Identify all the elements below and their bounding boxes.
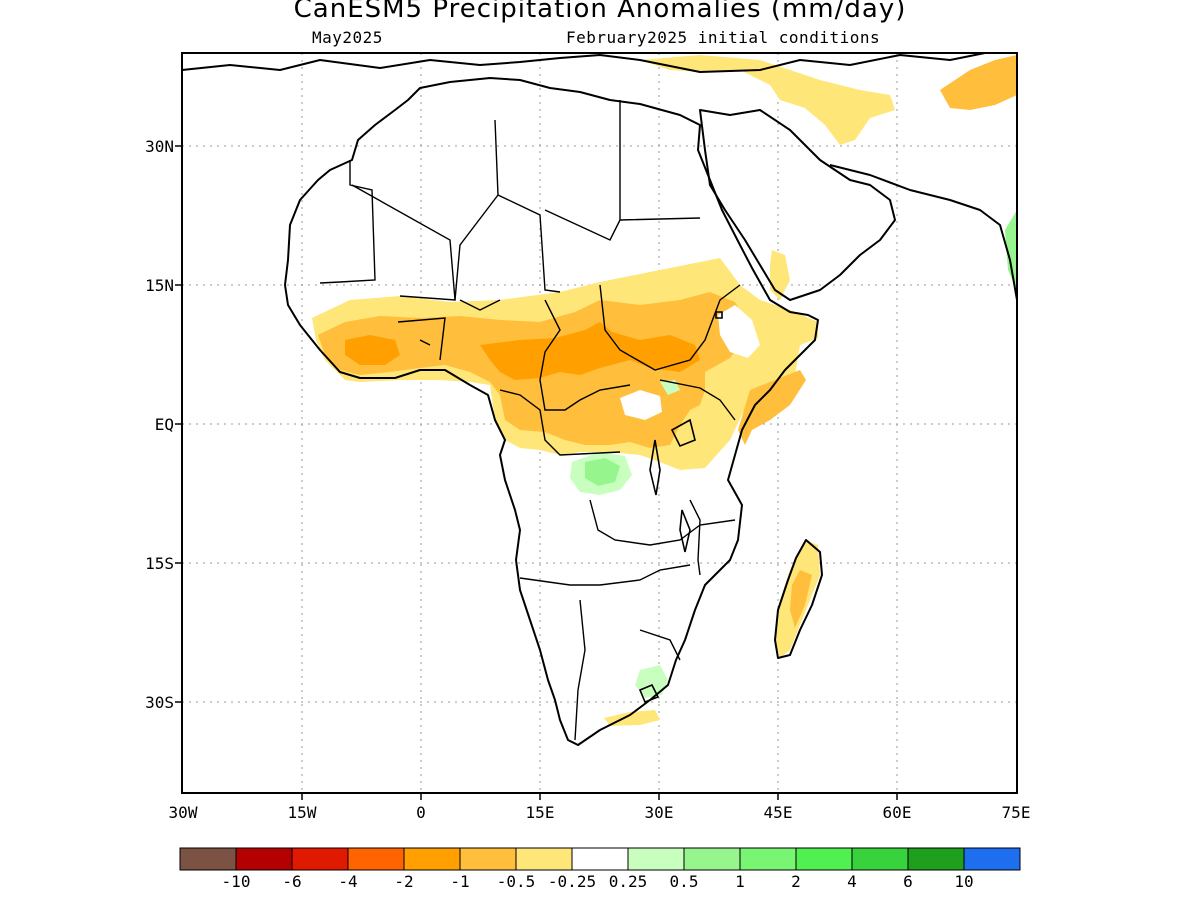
colorbar: [179, 847, 1021, 871]
lon-label-0: 0: [416, 803, 426, 822]
colorbar-label: -6: [282, 872, 302, 891]
lat-label-eq: EQ: [154, 415, 174, 434]
colorbar-swatch: [907, 847, 965, 871]
colorbar-label: -4: [338, 872, 358, 891]
colorbar-label: -1: [450, 872, 470, 891]
colorbar-label: -0.5: [496, 872, 536, 891]
colorbar-swatch: [627, 847, 685, 871]
anomaly-middle-east: [640, 55, 895, 145]
anomaly-madagascar-orange: [790, 570, 812, 628]
lat-label-30n: 30N: [145, 137, 174, 156]
lon-label-30w: 30W: [168, 803, 198, 822]
colorbar-swatch: [347, 847, 405, 871]
colorbar-swatch: [963, 847, 1021, 871]
colorbar-label: -0.25: [547, 872, 597, 891]
anomaly-ethiopia-neutral: [718, 305, 760, 358]
colorbar-swatch: [179, 847, 237, 871]
map-frame: [181, 52, 1018, 794]
colorbar-label: 0.25: [608, 872, 648, 891]
borders: [319, 100, 741, 741]
colorbar-label: 4: [847, 872, 857, 891]
anomaly-lesotho-green: [635, 665, 668, 698]
lon-label-45e: 45E: [763, 803, 793, 822]
lakes: [638, 311, 723, 704]
lat-label-30s: 30S: [145, 693, 174, 712]
colorbar-label: 1: [735, 872, 745, 891]
lon-label-75e: 75E: [1001, 803, 1031, 822]
mediterranean-north: [182, 53, 991, 73]
colorbar-label: 10: [954, 872, 974, 891]
anomaly-lakes-neutral: [620, 390, 662, 420]
colorbar-swatch: [739, 847, 797, 871]
forecast-month: May2025: [312, 28, 383, 47]
coastlines: [182, 53, 1017, 746]
axis-ticks: [175, 145, 898, 800]
lon-label-30e: 30E: [644, 803, 674, 822]
lat-label-15n: 15N: [145, 276, 174, 295]
colorbar-swatch: [235, 847, 293, 871]
colorbar-swatch: [851, 847, 909, 871]
anomaly-yemen: [770, 250, 790, 300]
madagascar-coastline: [774, 539, 823, 659]
africa-coastline: [284, 77, 819, 746]
colorbar-swatch: [571, 847, 629, 871]
colorbar-label: 2: [791, 872, 801, 891]
colorbar-label: 0.5: [669, 872, 699, 891]
colorbar-swatch: [291, 847, 349, 871]
lat-label-15s: 15S: [145, 554, 174, 573]
colorbar-label: -2: [394, 872, 414, 891]
anomaly-congo-green-core: [585, 458, 620, 486]
persia-coastline: [829, 164, 1017, 301]
anomaly-sahel-deep: [345, 322, 700, 380]
anomaly-uganda-green: [660, 380, 680, 395]
colorbar-swatch: [459, 847, 517, 871]
colorbar-swatch: [515, 847, 573, 871]
colorbar-swatch: [683, 847, 741, 871]
colorbar-label: 6: [903, 872, 913, 891]
lon-label-15w: 15W: [287, 803, 317, 822]
colorbar-label: -10: [221, 872, 251, 891]
initial-conditions: February2025 initial conditions: [566, 28, 881, 47]
colorbar-swatch: [795, 847, 853, 871]
anomaly-central-asia: [940, 55, 1017, 110]
colorbar-swatch: [403, 847, 461, 871]
lon-label-15e: 15E: [525, 803, 555, 822]
anomaly-horn: [738, 370, 806, 445]
anomaly-india-green: [1005, 210, 1017, 290]
map-title: CanESM5 Precipitation Anomalies (mm/day): [293, 0, 907, 24]
lon-label-60e: 60E: [882, 803, 912, 822]
arabia-coastline: [699, 109, 896, 301]
